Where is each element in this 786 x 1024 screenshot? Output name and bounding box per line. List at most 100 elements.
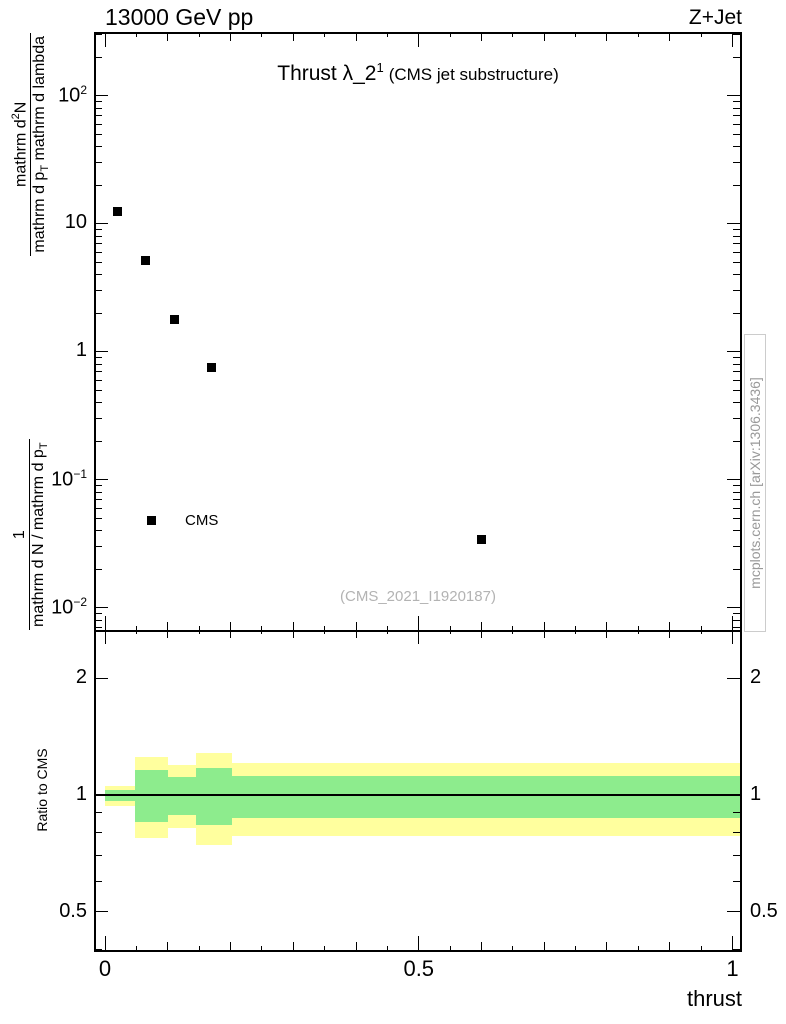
axis-tick (733, 243, 740, 245)
axis-tick (95, 146, 102, 148)
axis-tick (606, 630, 608, 638)
ratio-uncertainty-band-inner (231, 776, 740, 818)
ratio-uncertainty-band-inner (196, 767, 232, 826)
axis-tick (727, 223, 740, 225)
y-tick-label: 10−2 (51, 594, 87, 619)
axis-tick (733, 485, 740, 487)
y-tick-label: 102 (58, 82, 87, 107)
axis-tick (575, 626, 577, 630)
axis-tick (104, 33, 106, 47)
ratio-tick-label-right: 2 (750, 666, 762, 689)
axis-tick (95, 507, 102, 509)
axis-tick (733, 627, 740, 629)
axis-tick (700, 626, 702, 630)
axis-tick (637, 946, 639, 950)
axis-tick (95, 607, 108, 609)
axis-tick (324, 946, 326, 950)
axis-tick (733, 507, 740, 509)
axis-tick (95, 517, 102, 519)
axis-tick (733, 235, 740, 237)
axis-tick (198, 626, 200, 630)
axis-tick (606, 622, 608, 630)
axis-tick (230, 630, 232, 638)
axis-tick (95, 274, 102, 276)
axis-tick (637, 626, 639, 630)
axis-tick (104, 630, 106, 644)
axis-tick (198, 33, 200, 37)
axis-tick (95, 546, 102, 548)
axis-tick (95, 418, 102, 420)
axis-tick (95, 251, 102, 253)
axis-tick (95, 123, 102, 125)
axis-tick (733, 568, 740, 570)
axis-tick (230, 942, 232, 950)
axis-tick (324, 630, 326, 634)
data-point (169, 314, 179, 324)
axis-tick (95, 389, 102, 391)
axis-tick (324, 626, 326, 630)
axis-tick (480, 33, 482, 41)
axis-tick (733, 613, 740, 615)
axis-tick (637, 630, 639, 634)
axis-tick (543, 630, 545, 638)
y-tick-label: 1 (75, 338, 87, 361)
axis-tick (95, 613, 102, 615)
axis-tick (512, 946, 514, 950)
axis-tick (95, 101, 102, 103)
x-tick-label: 0.5 (403, 956, 435, 981)
axis-tick (386, 33, 388, 37)
axis-tick (95, 440, 102, 442)
axis-tick (733, 440, 740, 442)
axis-tick (95, 312, 102, 314)
axis-tick (733, 402, 740, 404)
axis-tick (95, 133, 102, 135)
axis-tick (355, 630, 357, 638)
axis-tick (95, 357, 102, 359)
axis-tick (512, 626, 514, 630)
axis-tick (95, 290, 102, 292)
x-tick-label: 0 (98, 956, 112, 981)
axis-tick (198, 630, 200, 634)
axis-tick (95, 115, 102, 117)
axis-tick (733, 123, 740, 125)
axis-tick (95, 235, 102, 237)
axis-tick (95, 677, 108, 679)
axis-tick (418, 936, 420, 950)
axis-tick (543, 622, 545, 630)
axis-tick (733, 146, 740, 148)
y-tick-label: 10−1 (51, 466, 87, 491)
ratio-tick-label-right: 0.5 (750, 899, 778, 922)
ratio-tick-label-left: 0.5 (59, 899, 87, 922)
axis-tick (733, 290, 740, 292)
ratio-uncertainty-band-inner (167, 776, 197, 816)
axis-tick (733, 854, 740, 856)
axis-tick (733, 34, 740, 36)
axis-tick (606, 942, 608, 950)
axis-tick (449, 626, 451, 630)
axis-tick (733, 162, 740, 164)
axis-tick (727, 607, 740, 609)
axis-tick (733, 357, 740, 359)
axis-tick (733, 251, 740, 253)
axis-tick (230, 622, 232, 630)
axis-tick (292, 33, 294, 41)
axis-tick (669, 942, 671, 950)
ratio-tick-label-right: 1 (750, 783, 762, 806)
axis-tick (135, 626, 137, 630)
axis-tick (733, 56, 740, 58)
axis-tick (480, 942, 482, 950)
axis-tick (135, 630, 137, 634)
axis-tick (731, 630, 733, 644)
axis-tick (95, 243, 102, 245)
axis-tick (95, 812, 102, 814)
axis-tick (733, 371, 740, 373)
axis-tick (733, 530, 740, 532)
axis-tick (418, 33, 420, 47)
axis-tick (727, 911, 740, 913)
axis-tick (606, 33, 608, 41)
axis-tick (733, 832, 740, 834)
axis-tick (95, 479, 108, 481)
axis-tick (95, 949, 102, 951)
axis-tick (733, 133, 740, 135)
axis-tick (95, 229, 102, 231)
